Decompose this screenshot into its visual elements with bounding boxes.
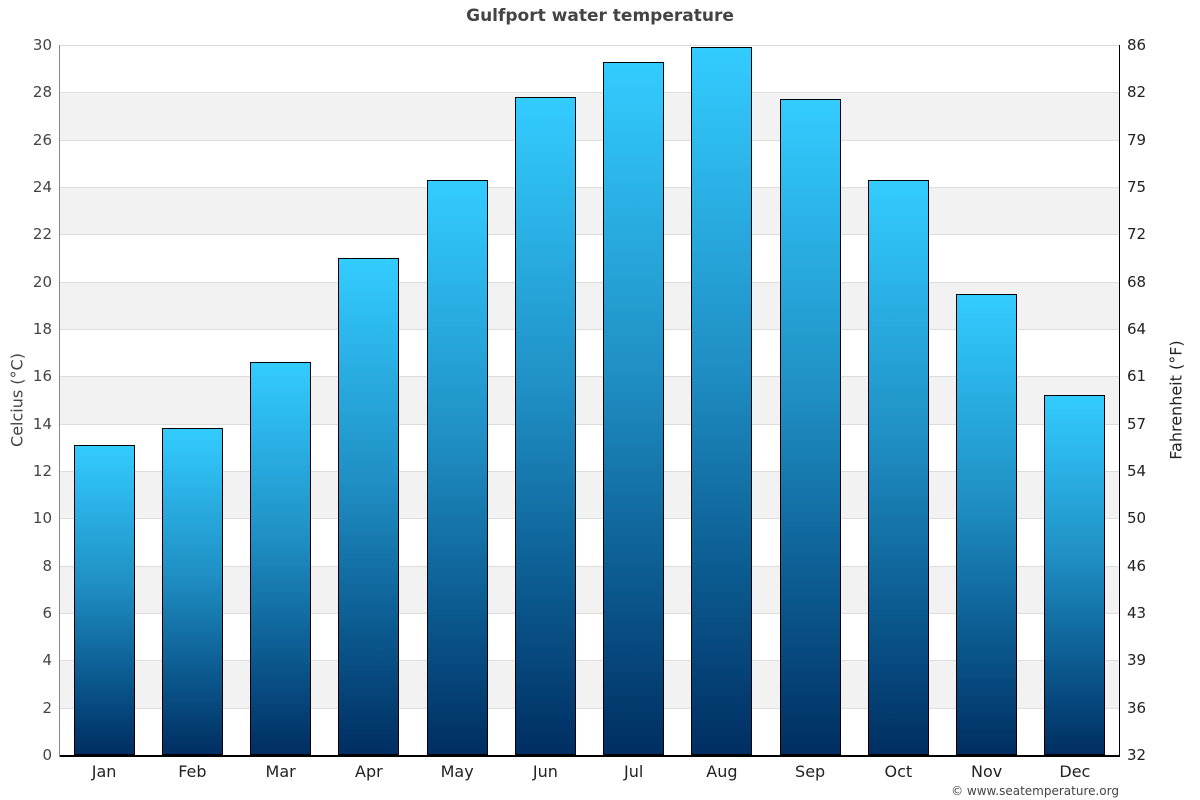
y-right-tick-label: 68 [1127,272,1147,291]
gridline [60,565,1119,567]
gridline [60,518,1119,520]
gridline [60,423,1119,425]
x-tick-label: May [440,762,474,781]
y-tick-label: 14 [32,414,52,433]
grid-band [60,281,1119,329]
y-tick-label: 18 [32,320,52,338]
gridline [60,281,1119,283]
credit-text: © www.seatemperature.org [951,784,1119,798]
gridline [60,187,1119,188]
y-tick-label: 12 [32,462,52,480]
gridline [60,613,1119,614]
y-right-tick-label: 32 [1127,746,1147,764]
gridline [60,329,1119,330]
y-right-tick-label: 43 [1127,604,1147,622]
y-right-tick-label: 79 [1127,130,1147,149]
y-tick-label: 16 [32,367,52,386]
y-tick-label: 6 [42,604,52,622]
y-right-tick-label: 46 [1127,556,1147,575]
y-tick-label: 22 [32,225,52,244]
y-right-tick-label: 50 [1127,509,1147,528]
plot-area [60,45,1119,756]
grid-band [60,471,1119,519]
x-tick-label: Apr [355,762,383,781]
y-right-tick-label: 82 [1127,83,1147,102]
grid-band [60,376,1119,424]
left-axis-line [59,45,60,757]
grid-band [60,92,1119,140]
y-tick-label: 8 [42,556,52,575]
x-axis-line [60,755,1120,757]
y-tick-label: 28 [32,83,52,102]
x-tick-label: Nov [971,762,1003,781]
gridline [60,660,1119,662]
x-tick-label: Jan [91,762,117,781]
bar-jan[interactable] [73,444,135,755]
bar-nov[interactable] [956,293,1018,755]
bar-mar[interactable] [250,362,312,755]
x-tick-label: Jun [532,762,558,781]
y-tick-label: 20 [32,272,52,291]
bar-dec[interactable] [1044,395,1106,755]
gridline [60,139,1119,141]
y-right-tick-label: 75 [1127,178,1147,196]
y-right-tick-label: 72 [1127,225,1147,244]
grid-band [60,565,1119,613]
x-tick-label: Mar [265,762,296,781]
gridline [60,92,1119,94]
y-tick-label: 26 [32,130,52,149]
x-tick-label: Jul [623,762,644,781]
right-axis-label: Fahrenheit (°F) [1166,340,1186,460]
y-right-tick-label: 39 [1127,651,1147,670]
gridline [60,471,1119,472]
y-tick-label: 0 [42,746,52,764]
gridline [60,234,1119,236]
bar-feb[interactable] [161,428,223,755]
y-tick-label: 30 [32,36,52,54]
grid-band [60,187,1119,235]
x-tick-label: Sep [795,762,826,781]
y-right-tick-label: 64 [1127,320,1147,338]
y-right-tick-label: 61 [1127,367,1147,386]
gridline [60,376,1119,378]
grid-band [60,660,1119,708]
chart-title: Gulfport water temperature [466,6,734,26]
y-right-tick-label: 36 [1127,698,1147,717]
x-tick-label: Oct [884,762,913,781]
bar-may[interactable] [426,179,488,755]
bar-sep[interactable] [779,99,841,755]
y-tick-label: 4 [42,651,52,670]
bar-apr[interactable] [338,258,400,755]
y-right-tick-label: 86 [1127,36,1147,54]
y-tick-label: 10 [32,509,52,528]
left-axis-label: Celcius (°C) [7,353,27,447]
y-right-tick-label: 57 [1127,414,1147,433]
bar-aug[interactable] [691,47,753,755]
right-axis-line [1119,45,1120,757]
x-tick-label: Dec [1059,762,1091,781]
gridline [60,45,1119,46]
bar-oct[interactable] [867,179,929,755]
x-tick-label: Aug [706,762,738,781]
x-tick-label: Feb [178,762,207,781]
y-right-tick-label: 54 [1127,462,1147,480]
bar-jul[interactable] [603,61,665,755]
gridline [60,707,1119,709]
y-tick-label: 24 [32,178,52,196]
y-tick-label: 2 [42,698,52,717]
bar-jun[interactable] [514,97,576,755]
